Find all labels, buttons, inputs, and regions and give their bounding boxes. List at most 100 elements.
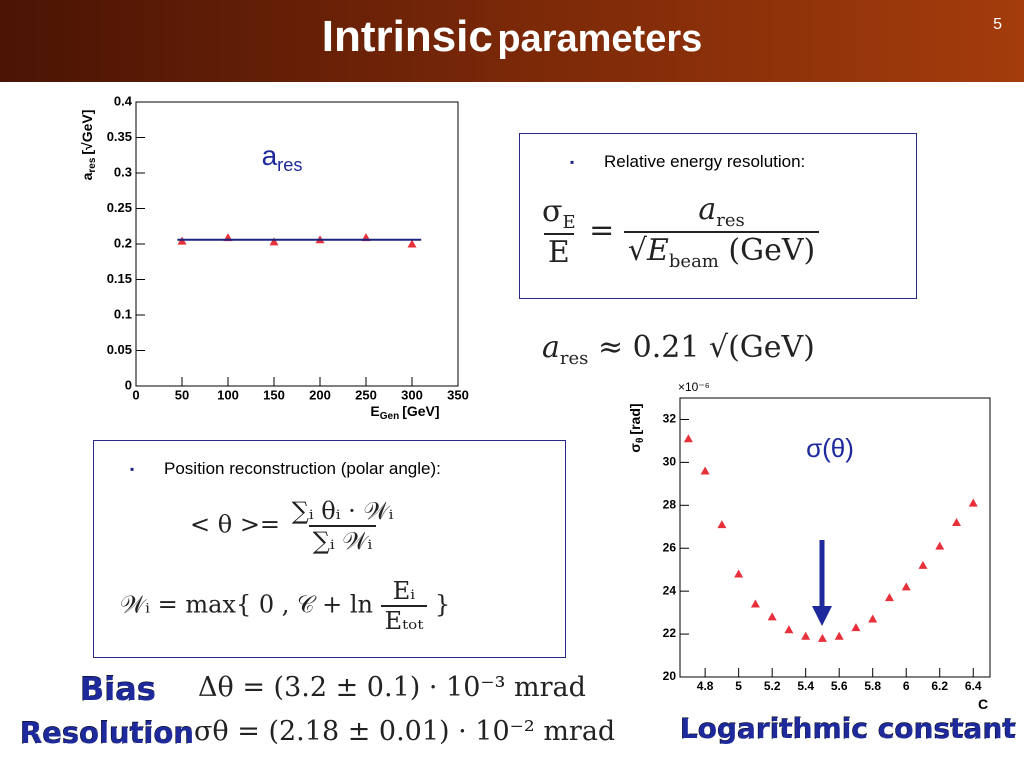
data-point: [968, 498, 978, 507]
y-axis-label: ares [√GeV]: [79, 110, 98, 181]
title-bar: [0, 0, 1024, 82]
annotation-main: σ(θ): [806, 433, 854, 463]
y-label-sub: res: [87, 157, 98, 172]
x-tick-label: 5.8: [864, 679, 881, 693]
x-tick-label: 4.8: [697, 679, 714, 693]
approx-formula: ares ≈ 0.21 √(GeV): [542, 330, 815, 369]
data-point: [951, 517, 961, 526]
x-axis-label: EGen [GeV]: [370, 403, 439, 422]
position-formula-2: 𝒲ᵢ = max{ 0 , 𝒞 + ln Eᵢ Eₜₒₜ }: [120, 577, 450, 635]
x-tick-label: 6: [903, 679, 910, 693]
y-tick-label: 0.15: [107, 271, 132, 286]
x-tick-label: 200: [309, 387, 331, 402]
y-label-sub: θ: [635, 438, 646, 443]
f: res: [716, 210, 745, 231]
y-tick-label: 0.2: [114, 235, 132, 250]
x-label-main: C: [978, 696, 988, 712]
annotation-sub: res: [277, 155, 302, 175]
x-tick-label: 5.4: [797, 679, 814, 693]
y-label-main: a: [79, 172, 95, 180]
data-point: [767, 612, 777, 621]
data-point: [269, 237, 279, 246]
x-axis-label: C: [978, 696, 988, 712]
resolution-formula: σθ = (2.18 ± 0.01) · 10⁻² mrad: [194, 716, 616, 747]
y-tick-label: 0.05: [107, 342, 132, 357]
y-tick-label: 0.25: [107, 200, 132, 215]
bias-label: Bias: [80, 670, 157, 709]
f: ∑ᵢ 𝒲ᵢ: [308, 525, 377, 555]
f: √: [627, 233, 647, 268]
x-caption: Logarithmic constant: [680, 712, 1017, 746]
x-tick-label: 5: [735, 679, 742, 693]
f: < θ >=: [190, 510, 281, 539]
data-point: [935, 541, 945, 550]
data-point: [683, 434, 693, 443]
data-point: [784, 625, 794, 634]
f: Eₜₒₜ: [380, 605, 428, 635]
y-tick-label: 30: [663, 455, 677, 469]
title-rest: parameters: [497, 18, 703, 60]
f: }: [434, 590, 451, 619]
title-main: Intrinsic: [321, 12, 493, 61]
y-tick-label: 24: [663, 583, 677, 597]
x-tick-label: 5.2: [764, 679, 781, 693]
x-tick-label: 350: [447, 387, 469, 402]
y-tick-label: 20: [663, 669, 677, 683]
x-tick-label: 6.2: [931, 679, 948, 693]
x-tick-label: 100: [217, 387, 239, 402]
annotation: σ(θ): [806, 433, 854, 463]
f: E: [562, 212, 576, 233]
data-point: [918, 560, 928, 569]
data-point: [750, 599, 760, 608]
f: Eᵢ: [392, 577, 416, 605]
y-tick-label: 28: [663, 497, 677, 511]
arrow-head: [812, 606, 832, 626]
x-label-unit: [GeV]: [402, 403, 439, 419]
y-tick-label: 26: [663, 540, 677, 554]
bias-formula: Δθ = (3.2 ± 0.1) · 10⁻³ mrad: [198, 672, 586, 703]
slide-title: Intrinsic parameters: [0, 12, 1024, 62]
y-axis-label: σθ [rad]: [627, 403, 646, 452]
y-tick-label: 0.3: [114, 164, 132, 179]
y-tick-label: 0.35: [107, 129, 132, 144]
f: a: [698, 192, 717, 227]
f: =: [589, 213, 615, 248]
position-formula-1: < θ >= ∑ᵢ θᵢ · 𝒲ᵢ ∑ᵢ 𝒲ᵢ: [190, 497, 397, 555]
x-label-sub: Gen: [380, 411, 399, 422]
resolution-label: Resolution: [19, 716, 195, 751]
y-multiplier: ×10⁻⁶: [678, 380, 710, 394]
data-point: [851, 623, 861, 632]
f: σ: [542, 194, 563, 229]
x-tick-label: 6.4: [965, 679, 982, 693]
f: 𝒲ᵢ = max{ 0 , 𝒞 + ln: [120, 590, 373, 619]
f: beam: [668, 251, 719, 272]
x-tick-label: 150: [263, 387, 285, 402]
f: E: [543, 233, 574, 270]
data-point: [817, 633, 827, 642]
position-box: Position reconstruction (polar angle): <…: [93, 440, 566, 658]
f: E: [646, 233, 669, 268]
f: ∑ᵢ θᵢ · 𝒲ᵢ: [291, 497, 394, 525]
x-tick-label: 0: [132, 387, 139, 402]
bullet-text: Position reconstruction (polar angle):: [130, 459, 441, 479]
data-point: [407, 239, 417, 248]
x-tick-label: 50: [175, 387, 189, 402]
data-point: [801, 631, 811, 640]
energy-box: Relative energy resolution: σEE = ares√E…: [519, 133, 917, 299]
x-tick-label: 5.6: [831, 679, 848, 693]
y-tick-label: 22: [663, 626, 677, 640]
f: a: [542, 330, 560, 365]
plot-frame: [679, 397, 991, 678]
f: √: [708, 330, 729, 365]
x-label-main: E: [370, 403, 379, 419]
f: res: [559, 348, 589, 369]
bullet-text: Relative energy resolution:: [570, 152, 805, 172]
y-tick-label: 0.1: [114, 306, 132, 321]
data-point: [717, 520, 727, 529]
f: (GeV): [728, 330, 815, 365]
energy-formula: σE E = ares √Ebeam (GeV): [538, 192, 820, 272]
y-label-unit: [√GeV]: [79, 110, 95, 155]
f: ≈ 0.21: [597, 330, 700, 365]
annotation: ares: [262, 140, 303, 174]
